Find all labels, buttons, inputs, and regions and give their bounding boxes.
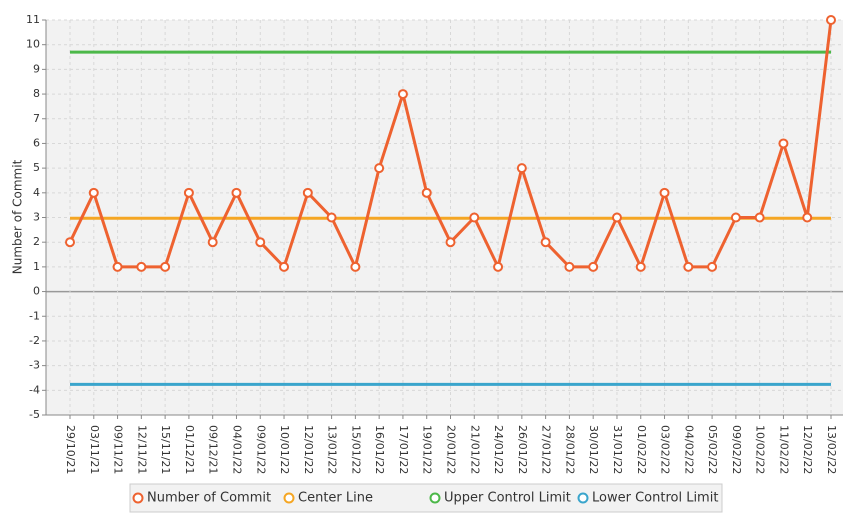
point xyxy=(421,187,432,198)
legend-item: Lower Control Limit xyxy=(577,491,718,506)
legend-label: Lower Control Limit xyxy=(592,491,718,506)
point xyxy=(183,187,194,198)
legend-item: Center Line xyxy=(283,491,373,506)
point xyxy=(112,261,123,272)
x-tick-label: 09/11/21 xyxy=(112,425,125,474)
x-tick-label: 09/12/21 xyxy=(207,425,220,474)
x-tick-label: 01/12/21 xyxy=(183,425,196,474)
point xyxy=(826,15,836,25)
point xyxy=(802,212,813,223)
legend-icon xyxy=(283,492,295,504)
x-tick-label: 17/01/22 xyxy=(397,425,410,474)
point xyxy=(302,187,313,198)
y-tick-label: -5 xyxy=(29,408,40,421)
y-axis-label: Number of Commit xyxy=(11,159,25,274)
y-tick-label: 4 xyxy=(33,186,40,199)
legend-label: Center Line xyxy=(298,491,373,506)
y-tick-label: 9 xyxy=(33,62,40,75)
y-tick-label: -1 xyxy=(29,309,40,322)
x-tick-label: 15/01/22 xyxy=(349,425,362,474)
point xyxy=(635,261,646,272)
legend xyxy=(129,483,723,513)
x-tick-label: 04/01/22 xyxy=(230,425,243,474)
x-tick-label: 01/02/22 xyxy=(635,425,648,474)
point xyxy=(65,237,75,248)
y-tick-label: 11 xyxy=(26,13,40,26)
x-tick-label: 26/01/22 xyxy=(516,425,529,474)
y-tick-label: 8 xyxy=(33,87,40,100)
point xyxy=(659,187,670,198)
point xyxy=(374,163,385,174)
point xyxy=(397,89,408,100)
point xyxy=(730,212,741,223)
x-tick-label: 19/01/22 xyxy=(421,425,434,474)
x-tick-label: 15/11/21 xyxy=(159,425,172,474)
x-tick-label: 11/02/22 xyxy=(777,425,790,474)
point xyxy=(160,261,171,272)
point xyxy=(516,163,527,174)
y-tick-label: -3 xyxy=(29,359,40,372)
point xyxy=(707,261,718,272)
y-tick-label: 1 xyxy=(33,260,40,273)
point xyxy=(136,261,147,272)
point xyxy=(683,261,694,272)
point xyxy=(231,187,242,198)
point xyxy=(469,212,480,223)
y-tick-label: 10 xyxy=(26,38,40,51)
x-tick-label: 10/02/22 xyxy=(754,425,767,474)
x-tick-label: 05/02/22 xyxy=(706,425,719,474)
legend-item: Number of Commit xyxy=(132,491,271,506)
y-tick-label: 3 xyxy=(33,211,40,224)
point xyxy=(588,261,599,272)
y-tick-label: -2 xyxy=(29,334,40,347)
point xyxy=(540,237,551,248)
x-tick-label: 09/01/22 xyxy=(254,425,267,474)
legend-icon xyxy=(429,492,441,504)
y-tick-label: 7 xyxy=(33,112,40,125)
x-tick-label: 24/01/22 xyxy=(492,425,505,474)
x-tick-label: 21/01/22 xyxy=(468,425,481,474)
legend-item: Upper Control Limit xyxy=(429,491,571,506)
legend-label: Upper Control Limit xyxy=(444,491,571,506)
point xyxy=(255,237,266,248)
x-tick-label: 12/11/21 xyxy=(135,425,148,474)
point xyxy=(493,261,504,272)
point xyxy=(326,212,337,223)
x-tick-label: 04/02/22 xyxy=(682,425,695,474)
x-tick-label: 10/01/22 xyxy=(278,425,291,474)
point xyxy=(279,261,290,272)
x-tick-label: 30/01/22 xyxy=(587,425,600,474)
x-tick-label: 31/01/22 xyxy=(611,425,624,474)
point xyxy=(564,261,575,272)
x-tick-label: 28/01/22 xyxy=(563,425,576,474)
x-tick-label: 12/01/22 xyxy=(302,425,315,474)
x-tick-label: 13/01/22 xyxy=(326,425,339,474)
point xyxy=(778,138,789,149)
y-tick-label: 0 xyxy=(33,285,40,298)
legend-label: Number of Commit xyxy=(147,491,271,506)
y-tick-label: 5 xyxy=(33,161,40,174)
point xyxy=(754,212,765,223)
x-tick-label: 12/02/22 xyxy=(801,425,814,474)
legend-icon xyxy=(132,492,144,504)
x-tick-label: 16/01/22 xyxy=(373,425,386,474)
x-tick-label: 13/02/22 xyxy=(825,425,838,474)
point xyxy=(88,187,99,198)
point xyxy=(207,237,218,248)
legend-icon xyxy=(577,492,589,504)
x-tick-label: 29/10/21 xyxy=(64,425,77,474)
x-tick-label: 03/11/21 xyxy=(88,425,101,474)
x-tick-label: 20/01/22 xyxy=(445,425,458,474)
point xyxy=(445,237,456,248)
y-tick-label: 2 xyxy=(33,235,40,248)
y-tick-label: 6 xyxy=(33,136,40,149)
x-tick-label: 09/02/22 xyxy=(730,425,743,474)
point xyxy=(611,212,622,223)
y-tick-label: -4 xyxy=(29,383,40,396)
point xyxy=(350,261,361,272)
x-tick-label: 27/01/22 xyxy=(540,425,553,474)
x-tick-label: 03/02/22 xyxy=(659,425,672,474)
